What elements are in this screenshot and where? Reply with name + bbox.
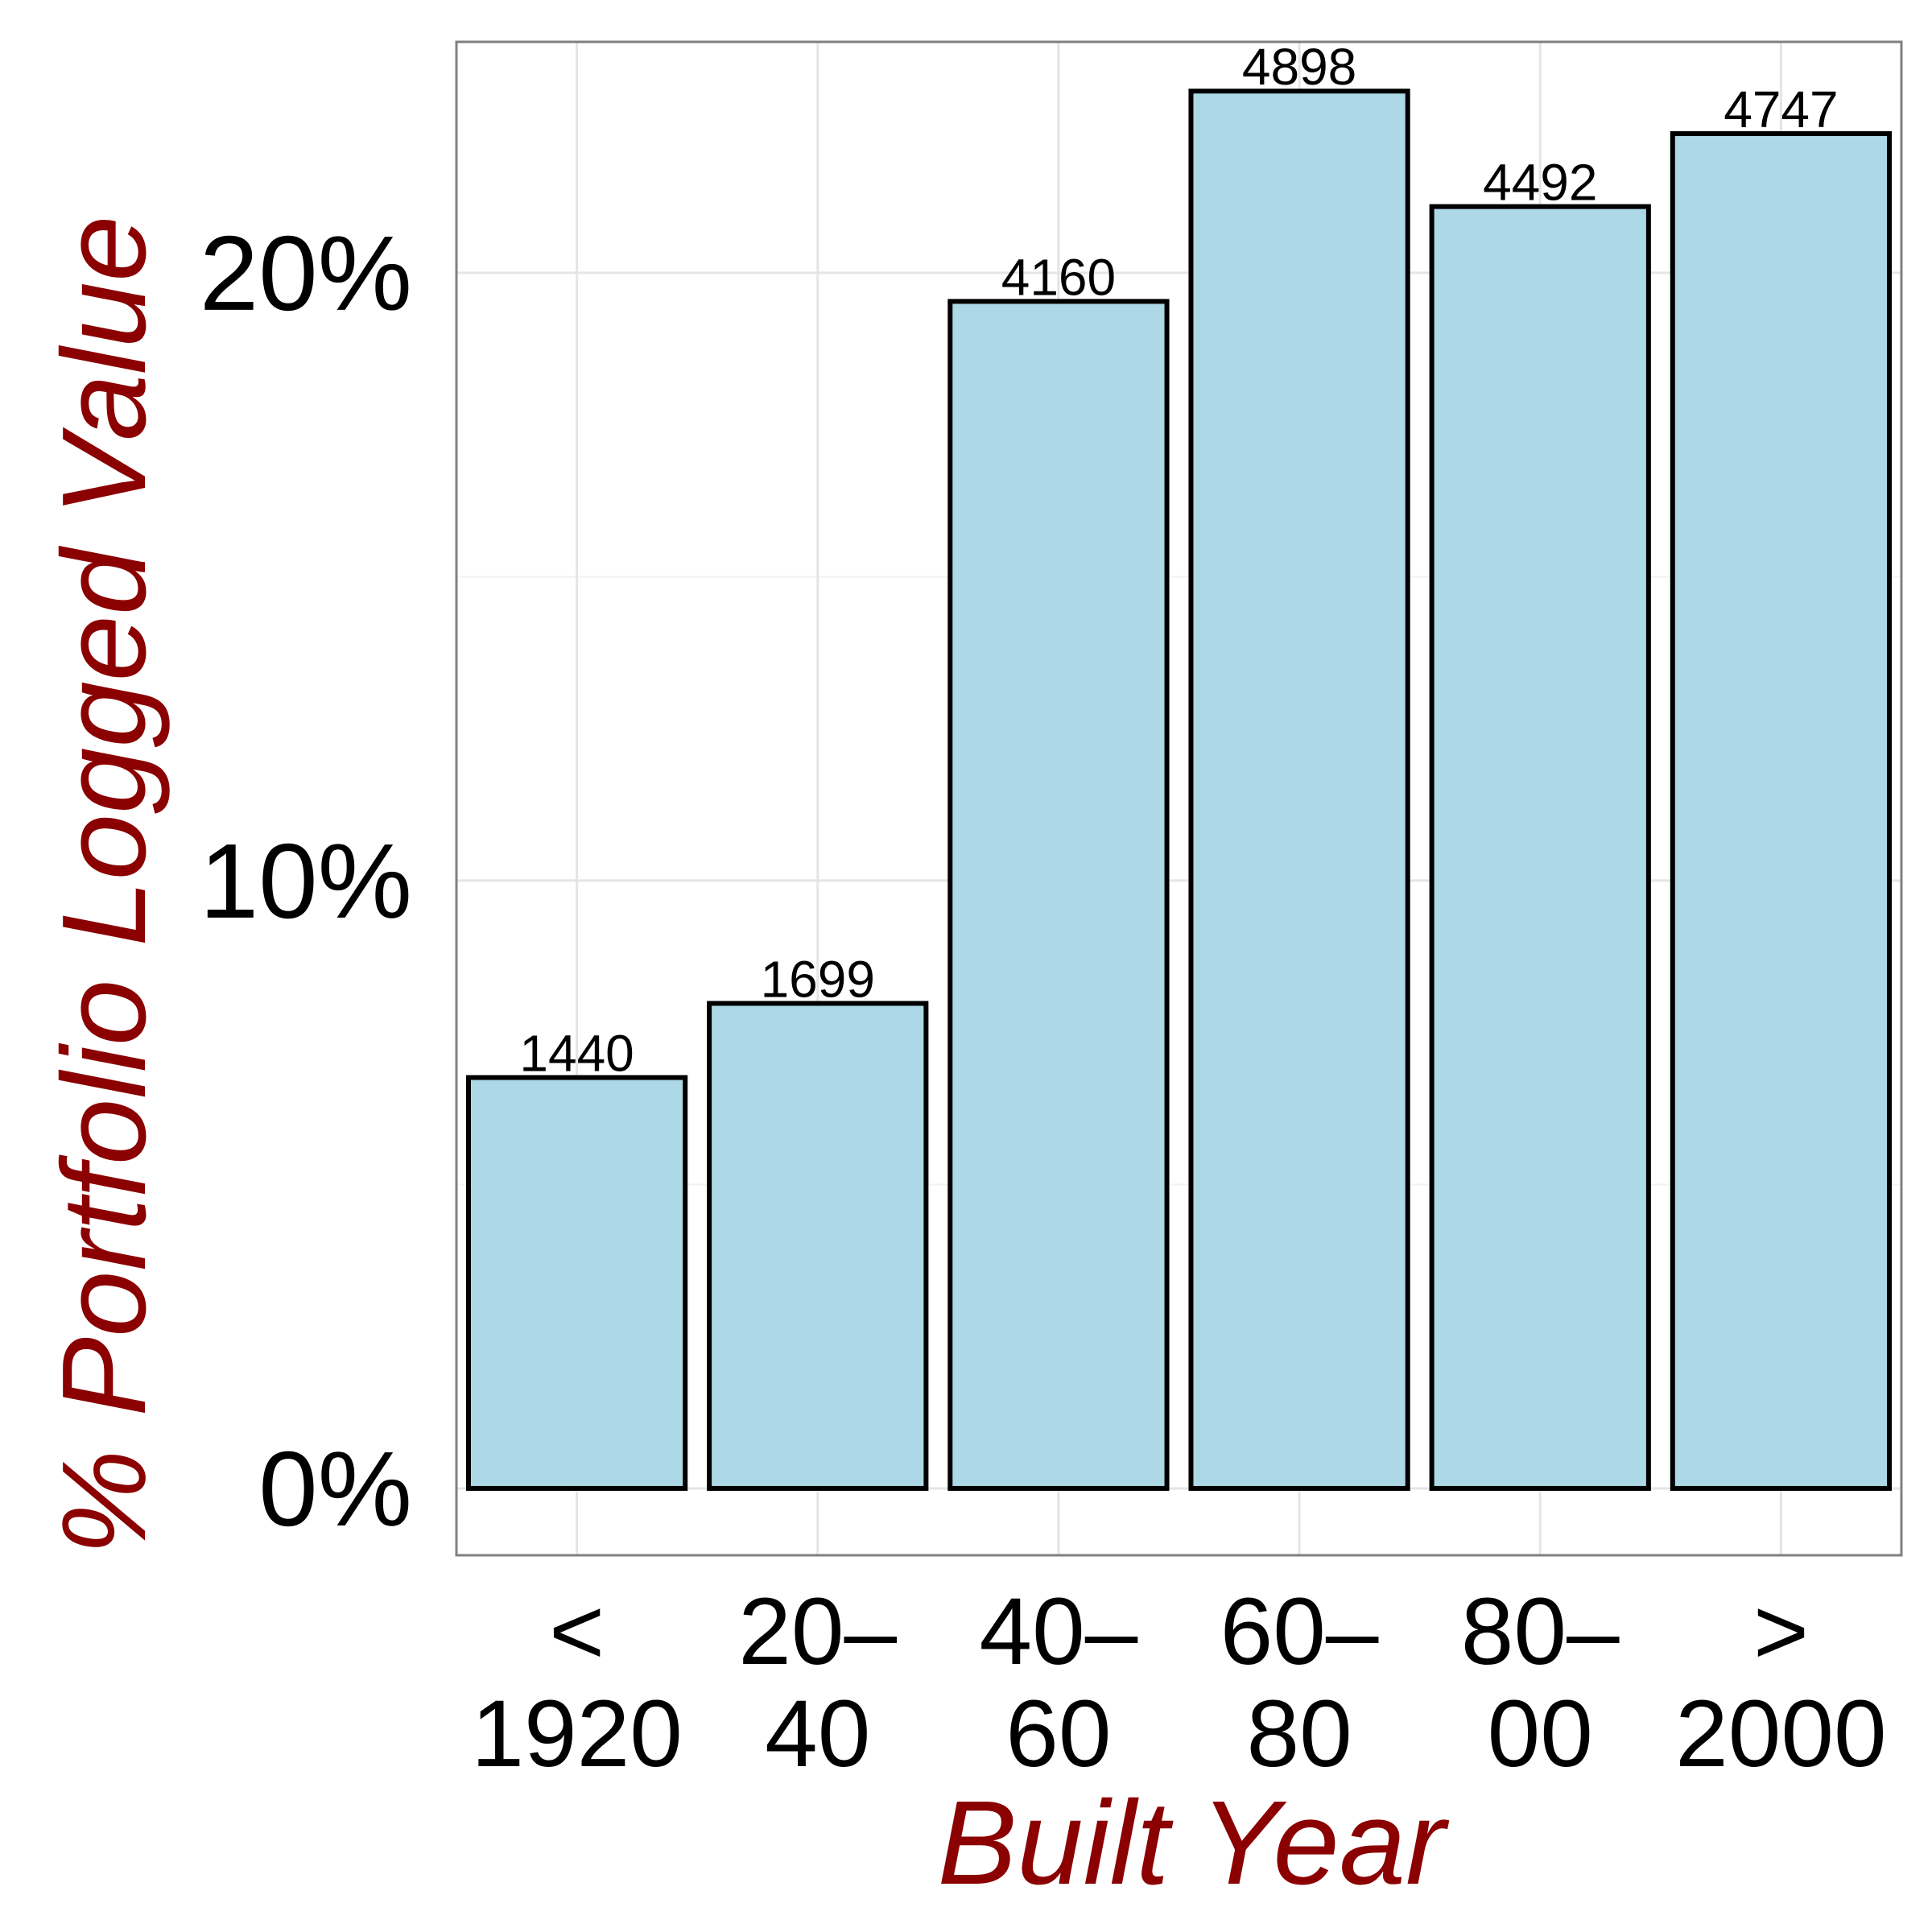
plot-panel-border <box>455 40 1903 1557</box>
bar <box>1188 89 1410 1491</box>
bar-data-label: 1699 <box>761 950 875 1008</box>
y-axis-ticks: 0% 10% 20% <box>200 214 412 1548</box>
bar <box>1670 131 1893 1491</box>
bars-group <box>465 89 1893 1491</box>
bar-data-label: 4898 <box>1242 38 1356 96</box>
x-tick-label: 80– 00 <box>1461 1579 1620 1787</box>
bar <box>1429 204 1651 1491</box>
bar-data-labels: 1440 1699 4160 4898 4492 4747 <box>519 38 1838 1082</box>
x-tick-label: 40– 60 <box>979 1579 1137 1787</box>
bar <box>947 299 1170 1491</box>
y-tick-label: 10% <box>200 822 412 940</box>
x-tick-label: 60– 80 <box>1220 1579 1379 1787</box>
bar-data-label: 1440 <box>519 1025 634 1083</box>
y-tick-label: 0% <box>258 1430 412 1548</box>
y-tick-label: 20% <box>200 214 412 332</box>
y-axis-title: % Portfolio Logged Value <box>38 216 171 1556</box>
bar <box>707 1001 929 1491</box>
bar-data-label: 4492 <box>1483 154 1597 212</box>
x-tick-label: <1920 <box>471 1579 683 1787</box>
x-axis-ticks: <1920 20– 40 40– 60 60– 80 80– 00 > 2000 <box>471 1579 1886 1787</box>
x-axis-title: Built Year <box>938 1777 1451 1909</box>
bar <box>465 1075 688 1491</box>
bar-data-label: 4747 <box>1724 80 1838 138</box>
x-tick-label: 20– 40 <box>738 1579 897 1787</box>
bar-data-label: 4160 <box>1001 248 1116 306</box>
x-tick-label: >2000 <box>1675 1579 1887 1787</box>
